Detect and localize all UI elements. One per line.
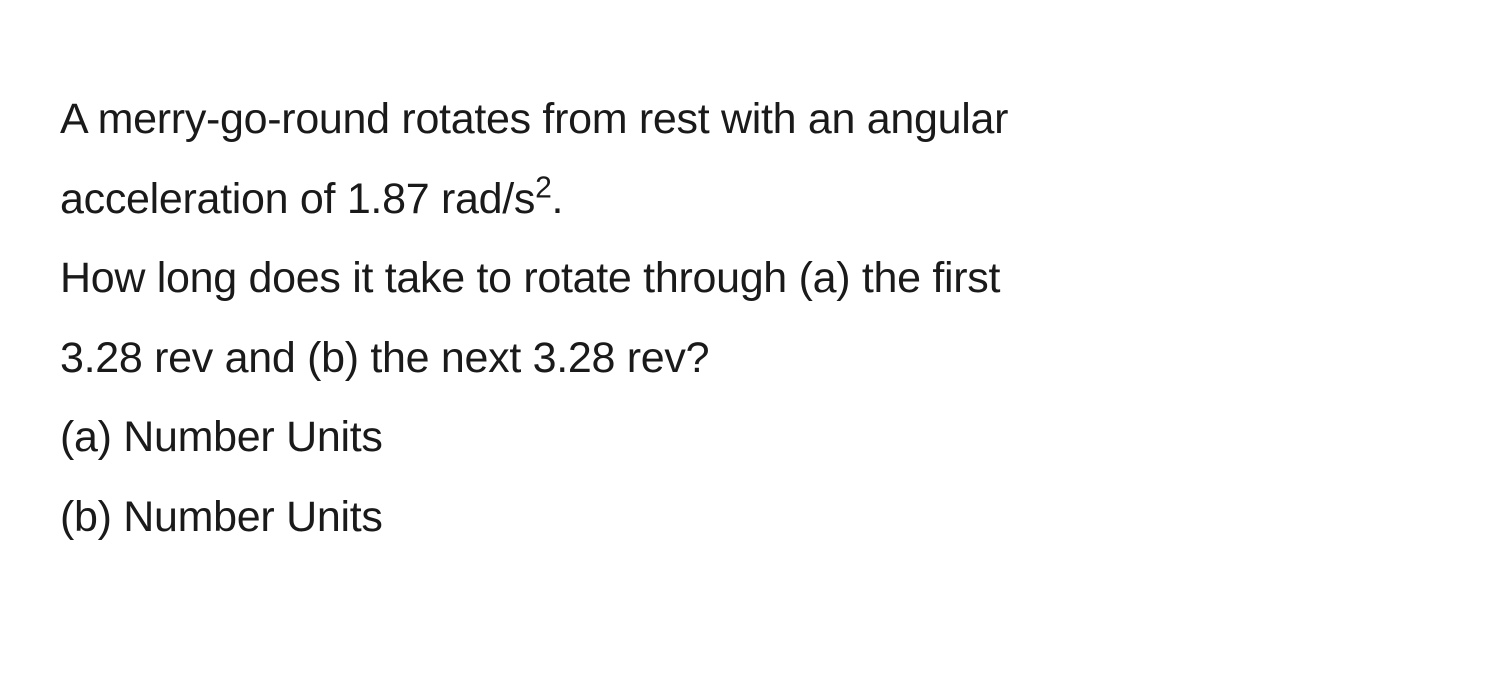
problem-text: A merry-go-round rotates from rest with … bbox=[60, 80, 1440, 557]
text-line-3: How long does it take to rotate through … bbox=[60, 239, 1440, 319]
text-line-2: acceleration of 1.87 rad/s2. bbox=[60, 160, 1440, 240]
line2-text-before: acceleration of 1.87 rad/s bbox=[60, 175, 535, 223]
text-line-1: A merry-go-round rotates from rest with … bbox=[60, 80, 1440, 160]
line2-text-after: . bbox=[552, 175, 564, 223]
text-line-4: 3.28 rev and (b) the next 3.28 rev? bbox=[60, 319, 1440, 399]
answer-b-label: (b) Number Units bbox=[60, 478, 1440, 558]
answer-a-label: (a) Number Units bbox=[60, 398, 1440, 478]
superscript-2: 2 bbox=[535, 171, 551, 204]
